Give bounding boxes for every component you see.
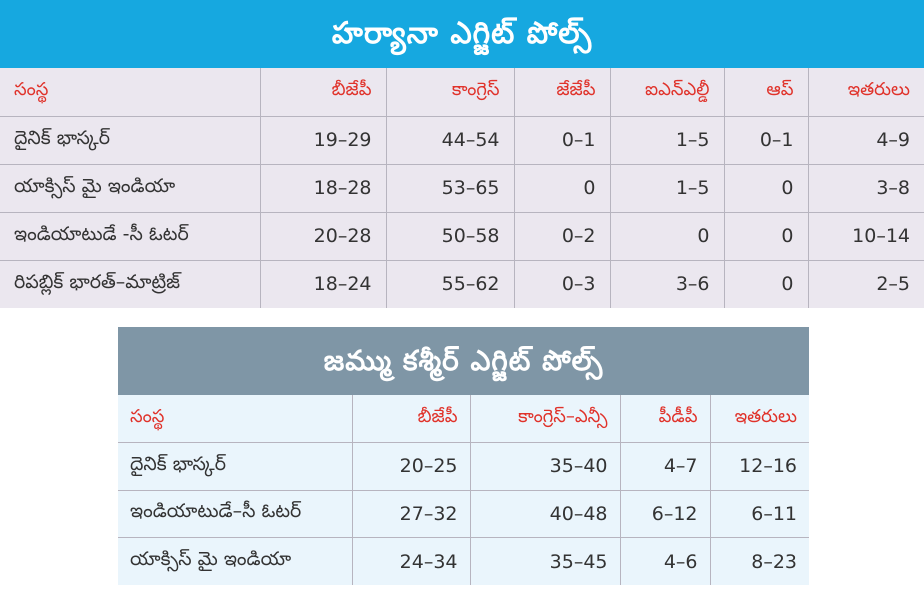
haryana-table-title: హర్యానా ఎగ్జిట్ పోల్స్ xyxy=(0,0,924,68)
agency-cell: యాక్సిస్ మై ఇండియా xyxy=(0,164,261,213)
bjp-cell: 20–28 xyxy=(260,212,387,261)
congress-cell: 50–58 xyxy=(386,212,515,261)
header-congress: కాంగ్రెస్ xyxy=(386,68,515,117)
others-cell: 4–9 xyxy=(808,116,924,165)
congress-nc-cell: 40–48 xyxy=(470,490,621,538)
table-row: దైనిక్ భాస్కర్ 20–25 35–40 4–7 12–16 xyxy=(118,442,809,491)
bjp-cell: 19–29 xyxy=(260,116,387,165)
agency-cell: దైనిక్ భాస్కర్ xyxy=(118,442,353,491)
bjp-cell: 24–34 xyxy=(352,537,471,585)
jk-exit-poll-table: జమ్ము కశ్మీర్ ఎగ్జిట్ పోల్స్ సంస్థ బీజేప… xyxy=(118,327,809,585)
aap-cell: 0 xyxy=(724,164,809,213)
congress-cell: 53–65 xyxy=(386,164,515,213)
others-cell: 10–14 xyxy=(808,212,924,261)
aap-cell: 0 xyxy=(724,212,809,261)
bjp-cell: 18–28 xyxy=(260,164,387,213)
jk-header-row: సంస్థ బీజేపీ కాంగ్రెస్–ఎన్సీ పీడీపీ ఇతరు… xyxy=(118,395,809,443)
agency-cell: ఇండియాటుడే–సీ ఓటర్ xyxy=(118,490,353,538)
inld-cell: 3–6 xyxy=(610,260,725,308)
header-aap: ఆప్ xyxy=(724,68,809,117)
aap-cell: 0 xyxy=(724,260,809,308)
haryana-header-row: సంస్థ బీజేపీ కాంగ్రెస్ జేజేపీ ఐఎన్ఎల్డీ … xyxy=(0,68,924,117)
agency-cell: యాక్సిస్ మై ఇండియా xyxy=(118,537,353,585)
header-jjp: జేజేపీ xyxy=(514,68,611,117)
header-bjp: బీజేపీ xyxy=(352,395,471,443)
header-others: ఇతరులు xyxy=(710,395,809,443)
header-inld: ఐఎన్ఎల్డీ xyxy=(610,68,725,117)
inld-cell: 1–5 xyxy=(610,164,725,213)
aap-cell: 0–1 xyxy=(724,116,809,165)
table-row: రిపబ్లిక్ భారత్–మాట్రిజ్ 18–24 55–62 0–3… xyxy=(0,260,924,308)
others-cell: 3–8 xyxy=(808,164,924,213)
inld-cell: 1–5 xyxy=(610,116,725,165)
haryana-results-grid: సంస్థ బీజేపీ కాంగ్రెస్ జేజేపీ ఐఎన్ఎల్డీ … xyxy=(0,68,924,308)
table-row: ఇండియాటుడే–సీ ఓటర్ 27–32 40–48 6–12 6–11 xyxy=(118,490,809,538)
table-row: యాక్సిస్ మై ఇండియా 18–28 53–65 0 1–5 0 3… xyxy=(0,164,924,213)
others-cell: 12–16 xyxy=(710,442,809,491)
jjp-cell: 0 xyxy=(514,164,611,213)
agency-cell: రిపబ్లిక్ భారత్–మాట్రిజ్ xyxy=(0,260,261,308)
others-cell: 8–23 xyxy=(751,550,797,573)
header-bjp: బీజేపీ xyxy=(260,68,387,117)
header-agency: సంస్థ xyxy=(0,68,261,117)
header-others: ఇతరులు xyxy=(808,68,924,117)
table-row: దైనిక్ భాస్కర్ 19–29 44–54 0–1 1–5 0–1 4… xyxy=(0,116,924,165)
others-cell: 6–11 xyxy=(710,490,809,538)
pdp-cell: 4–7 xyxy=(620,442,711,491)
pdp-cell: 4–6 xyxy=(620,537,711,585)
congress-nc-cell: 35–40 xyxy=(470,442,621,491)
jjp-cell: 0–2 xyxy=(514,212,611,261)
congress-cell: 44–54 xyxy=(386,116,515,165)
bjp-cell: 20–25 xyxy=(352,442,471,491)
bjp-cell: 27–32 xyxy=(352,490,471,538)
bjp-cell: 18–24 xyxy=(260,260,387,308)
jjp-cell: 0–3 xyxy=(514,260,611,308)
table-row: ఇండియాటుడే -సీ ఓటర్ 20–28 50–58 0–2 0 0 … xyxy=(0,212,924,261)
jk-results-grid: సంస్థ బీజేపీ కాంగ్రెస్–ఎన్సీ పీడీపీ ఇతరు… xyxy=(118,395,809,585)
header-congress-nc: కాంగ్రెస్–ఎన్సీ xyxy=(470,395,621,443)
pdp-cell: 6–12 xyxy=(620,490,711,538)
congress-nc-cell: 35–45 xyxy=(470,537,621,585)
agency-cell: దైనిక్ భాస్కర్ xyxy=(0,116,261,165)
header-pdp: పీడీపీ xyxy=(620,395,711,443)
others-cell: 2–5 xyxy=(876,273,910,296)
table-row: యాక్సిస్ మై ఇండియా 24–34 35–45 4–6 8–23 xyxy=(118,537,809,585)
congress-cell: 55–62 xyxy=(386,260,515,308)
inld-cell: 0 xyxy=(610,212,725,261)
jjp-cell: 0–1 xyxy=(514,116,611,165)
header-agency: సంస్థ xyxy=(118,395,353,443)
jk-table-title: జమ్ము కశ్మీర్ ఎగ్జిట్ పోల్స్ xyxy=(118,327,809,395)
haryana-exit-poll-table: హర్యానా ఎగ్జిట్ పోల్స్ సంస్థ బీజేపీ కాంగ… xyxy=(0,0,924,308)
agency-cell: ఇండియాటుడే -సీ ఓటర్ xyxy=(0,212,261,261)
